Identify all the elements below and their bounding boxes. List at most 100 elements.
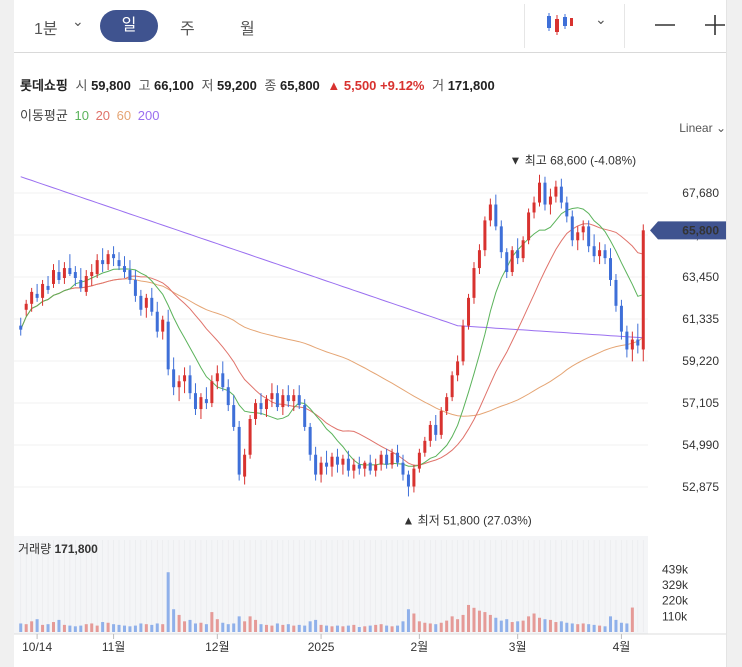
tab-month[interactable]: 월 (240, 21, 255, 38)
candle-body (445, 397, 449, 412)
volume-bar (35, 619, 39, 632)
volume-bar (483, 612, 487, 632)
candle-body (193, 393, 197, 410)
volume-bar (619, 622, 623, 632)
x-tick-label: 4월 (613, 640, 631, 654)
volume-bar (396, 625, 400, 632)
volume-panel-value: 171,800 (54, 542, 98, 556)
candle-body (434, 424, 438, 435)
candle-body (494, 204, 498, 227)
volume-bar (79, 625, 83, 632)
volume-bar (417, 621, 421, 632)
volume-bar (243, 621, 247, 632)
candle-body (456, 361, 460, 376)
volume-panel-bg (14, 536, 648, 634)
candle-body (428, 424, 432, 441)
zoom-in-icon[interactable] (704, 14, 726, 36)
moving-average-legend[interactable]: 이동평균 10 20 60 200 (20, 105, 159, 124)
volume-bar (461, 614, 465, 632)
candle-body (565, 202, 569, 217)
volume-bar (543, 619, 547, 632)
volume-bar (177, 614, 181, 632)
candle-body (379, 454, 383, 465)
tab-day[interactable]: 일 (100, 10, 158, 42)
candle-body (423, 440, 427, 453)
volume-bar (259, 624, 263, 632)
candle-body (538, 182, 542, 203)
volume-bar (357, 627, 361, 632)
volume-bar (527, 616, 531, 632)
volume-bar (330, 626, 334, 632)
x-tick-label: 11월 (102, 640, 126, 654)
ma-label: 이동평균 (20, 108, 68, 123)
tab-week[interactable]: 주 (180, 21, 195, 38)
x-tick-label: 2025 (308, 640, 335, 654)
volume-bar (95, 625, 99, 632)
volume-bar (614, 619, 618, 632)
candle-body (275, 393, 279, 408)
candle-body (46, 285, 50, 290)
volume-bar (472, 607, 476, 632)
volume-bar (24, 624, 28, 632)
volume-bar (292, 625, 296, 632)
candle-body (346, 458, 350, 471)
candle-body (325, 462, 329, 467)
candle-body (57, 272, 61, 280)
volume-value: 171,800 (447, 78, 495, 93)
scale-dropdown[interactable]: Linear ⌄ (679, 121, 726, 135)
candle-body (396, 452, 400, 463)
volume-bar (264, 624, 268, 632)
volume-bar (128, 626, 132, 632)
candle-body (161, 319, 165, 332)
volume-bar (538, 617, 542, 632)
volume-bar (281, 624, 285, 632)
volume-bar (467, 604, 471, 632)
volume-bar (122, 625, 126, 632)
volume-bar (62, 624, 66, 632)
volume-bar (161, 624, 165, 632)
price-tick-label: 63,450 (682, 270, 719, 284)
volume-bar (112, 624, 116, 632)
volume-bar (106, 622, 110, 632)
candlestick-type-icon[interactable] (544, 12, 574, 36)
candle-body (183, 375, 187, 382)
volume-bar (297, 624, 301, 632)
candle-body (112, 254, 116, 259)
candle-body (335, 456, 339, 465)
candle-body (630, 339, 634, 350)
volume-bar (84, 624, 88, 632)
volume-bar (587, 624, 591, 632)
low-value: 59,200 (217, 78, 257, 93)
volume-bar (46, 624, 50, 632)
x-tick-label: 10/14 (22, 640, 52, 654)
candle-body (95, 260, 99, 275)
chart-panel: 1분 ⌄ 일 주 월 ⌄ 롯데쇼핑 시 59,800 고 66,100 저 59… (14, 0, 727, 667)
volume-bar (172, 609, 176, 632)
volume-bar (374, 624, 378, 632)
price-chart[interactable]: ▼ 최고 68,600 (-4.08%) ▲ 최저 51,800 (27.03%)… (14, 0, 726, 667)
price-tick-label: 61,335 (682, 312, 719, 326)
chevron-down-icon[interactable]: ⌄ (72, 13, 84, 29)
volume-bar (630, 607, 634, 632)
candle-body (352, 464, 356, 471)
volume-bar (221, 622, 225, 632)
candle-body (101, 260, 105, 265)
volume-bar (57, 619, 61, 632)
x-tick-label: 3월 (509, 640, 527, 654)
volume-bar (346, 625, 350, 632)
interval-dropdown[interactable]: 1분 (34, 21, 58, 38)
candle-body (79, 279, 83, 288)
volume-bar (68, 625, 72, 632)
chevron-down-icon[interactable]: ⌄ (595, 11, 607, 27)
candle-body (472, 268, 476, 298)
candle-body (363, 462, 367, 469)
zoom-out-icon[interactable] (654, 14, 676, 36)
candle-body (35, 293, 39, 298)
volume-bar (341, 626, 345, 632)
volume-bar (450, 616, 454, 632)
candle-body (210, 381, 214, 404)
candle-body (341, 458, 345, 465)
candle-body (215, 373, 219, 382)
candle-body (133, 279, 137, 296)
candle-body (243, 454, 247, 477)
